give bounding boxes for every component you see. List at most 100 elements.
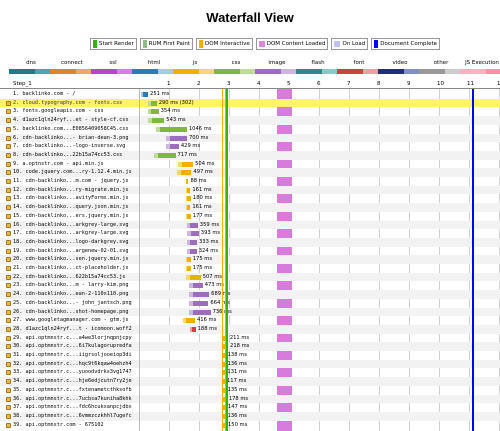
request-label[interactable]: 29. api.optmnstr.c...a4we3lorjnqpnjcpy	[13, 334, 132, 341]
lock-icon	[6, 205, 11, 211]
request-row[interactable]: 36. api.optmnstr.c...7ucbsa7kuniha8khk 17…	[0, 394, 500, 404]
request-label[interactable]: 33. api.optmnstr.c...yuoodvdrks3vg1747	[13, 369, 132, 376]
request-label[interactable]: 38. api.optmnstr.c...6vmmzczkhhl7ugefc	[13, 412, 132, 419]
dom-interactive-line	[221, 89, 223, 431]
request-row[interactable]: 23. cdn-backlinko...m - larry-kim.png 473…	[0, 281, 500, 290]
request-row[interactable]: 21. cdn-backlinko...ct-placeholder.js 175…	[0, 264, 500, 273]
request-row[interactable]: 35. api.optmnstr.c...fxtenametcthksofb 13…	[0, 386, 500, 395]
request-row[interactable]: 14. cdn-backlinko...query.json.min.js 161…	[0, 203, 500, 212]
request-row[interactable]: 15. cdn-backlinko...ers.jquery.min.js 177…	[0, 212, 500, 221]
request-row[interactable]: 32. api.optmnstr.c...hqc9t6kqaw4oehzh4 13…	[0, 359, 500, 369]
request-label[interactable]: 24. cdn-backlinko...ean-2-110x110.png	[13, 291, 129, 298]
request-label[interactable]: 25. cdn-backlinko...- john_jantsch.png	[13, 299, 132, 306]
request-label[interactable]: 12. cdn-backlinko...ry-migrate.min.js	[13, 186, 129, 193]
request-label[interactable]: 34. api.optmnstr.c...hje6edjcutn7ry2je	[13, 378, 132, 385]
request-bar	[140, 92, 149, 97]
request-label[interactable]: 15. cdn-backlinko...ers.jquery.min.js	[13, 212, 129, 219]
request-row[interactable]: 30. api.optmnstr.c...6i7kulagorupredfa 21…	[0, 342, 500, 351]
request-row[interactable]: 6. cdn-backlinko...- brian-dean-3.png 700…	[0, 133, 500, 143]
request-row[interactable]: 19. cdn-backlinko...argenew-02-01.svg 324…	[0, 247, 500, 256]
start-render-line	[226, 89, 228, 431]
request-row[interactable]: 5. backlinko.com...E0856409058C45.css 104…	[0, 125, 500, 134]
request-bar	[185, 213, 191, 219]
request-row[interactable]: 17. cdn-backlinko...arkgrey-large.svg 393…	[0, 229, 500, 238]
request-label[interactable]: 19. cdn-backlinko...argenew-02-01.svg	[13, 247, 129, 254]
time-tick: 1	[167, 81, 171, 87]
request-row[interactable]: 12. cdn-backlinko...ry-migrate.min.js 161…	[0, 185, 500, 195]
request-row[interactable]: 31. api.optmnstr.c...iigrsoljooeiop3di 13…	[0, 351, 500, 360]
request-label[interactable]: 14. cdn-backlinko...query.json.min.js	[13, 204, 129, 211]
request-label[interactable]: 39. api.optmnstr.com - 675102	[13, 421, 104, 428]
request-label[interactable]: 32. api.optmnstr.c...hqc9t6kqaw4oehzh4	[13, 360, 132, 367]
waterfall-chart: Step_1 123456789101112 1. backlinko.com …	[0, 80, 500, 431]
request-label[interactable]: 2. cloud.typography.com - fonts.css	[13, 99, 123, 106]
request-row[interactable]: 11. cdn-backlinko...m.com - jquery.js 88 …	[0, 177, 500, 186]
request-label[interactable]: 13. cdn-backlinko...avityForms.min.js	[13, 195, 129, 202]
request-label[interactable]: 23. cdn-backlinko...m - larry-kim.png	[13, 282, 129, 289]
request-row[interactable]: 20. cdn-backlinko...sen.jquery.min.js 175…	[0, 255, 500, 264]
request-bar	[185, 266, 191, 271]
request-row[interactable]: 29. api.optmnstr.c...a4we3lorjnqpnjcpy 21…	[0, 334, 500, 343]
request-bar	[185, 179, 189, 184]
request-label[interactable]: 5. backlinko.com...E0856409058C45.css	[13, 125, 129, 132]
waterfall-header: Step_1 123456789101112	[0, 80, 500, 89]
request-row[interactable]: 16. cdn-backlinko...arkgrey-large.svg 359…	[0, 220, 500, 230]
request-row[interactable]: 33. api.optmnstr.c...yuoodvdrks3vg1747 13…	[0, 368, 500, 377]
request-label[interactable]: 36. api.optmnstr.c...7ucbsa7kuniha8khk	[13, 395, 132, 402]
request-label[interactable]: 11. cdn-backlinko...m.com - jquery.js	[13, 178, 129, 184]
request-row[interactable]: 7. cdn-backlinko...-logo-inverse.svg 429 …	[0, 142, 500, 151]
request-row[interactable]: 37. api.optmnstr.c...fdc6hcukxanpcjdbx 14…	[0, 403, 500, 412]
request-row[interactable]: 38. api.optmnstr.c...6vmmzczkhhl7ugefc 13…	[0, 411, 500, 421]
request-bar	[187, 248, 197, 254]
request-label[interactable]: 22. cdn-backlinko...622b15a74cc53.js	[13, 273, 126, 280]
request-row[interactable]: 22. cdn-backlinko...622b15a74cc53.js 507 …	[0, 272, 500, 282]
request-row[interactable]: 28. d1azc1qln24ryf...t - icomoon.woff2 18…	[0, 324, 500, 334]
request-label[interactable]: 10. code.jquery.com...ry-1.12.4.min.js	[13, 169, 132, 176]
request-row[interactable]: 1. backlinko.com - / 251 ms	[0, 90, 500, 99]
request-row[interactable]: 34. api.optmnstr.c...hje6edjcutn7ry2je 11…	[0, 377, 500, 386]
request-label[interactable]: 3. fonts.googleapis.com - css	[13, 108, 104, 115]
time-tick: 5	[287, 81, 291, 87]
time-tick: 4	[257, 81, 261, 87]
request-label[interactable]: 28. d1azc1qln24ryf...t - icomoon.woff2	[13, 325, 132, 332]
request-row[interactable]: 13. cdn-backlinko...avityForms.min.js 180…	[0, 194, 500, 203]
request-label[interactable]: 35. api.optmnstr.c...fxtenametcthksofb	[13, 386, 132, 393]
request-row[interactable]: 39. api.optmnstr.com - 675102 150 ms	[0, 421, 500, 430]
request-row[interactable]: 24. cdn-backlinko...ean-2-110x110.png 689…	[0, 290, 500, 299]
type-swatch	[460, 69, 500, 74]
request-label[interactable]: 30. api.optmnstr.c...6i7kulagorupredfa	[13, 343, 132, 350]
request-bar	[187, 231, 199, 237]
request-row[interactable]: 2. cloud.typography.com - fonts.css 290 m…	[0, 98, 500, 108]
request-label[interactable]: 4. d1azc1qln24ryf...et - style-cf.css	[13, 117, 129, 124]
request-row[interactable]: 10. code.jquery.com...ry-1.12.4.min.js 49…	[0, 168, 500, 177]
legend-item: On Load	[331, 38, 369, 50]
type-label: image	[268, 60, 286, 66]
request-label[interactable]: 17. cdn-backlinko...arkgrey-large.svg	[13, 230, 129, 237]
request-label[interactable]: 16. cdn-backlinko...arkgrey-large.svg	[13, 221, 129, 228]
request-row[interactable]: 9. a.optnstr.com - api.min.js 504 ms	[0, 160, 500, 169]
request-label[interactable]: 18. cdn-backlinko...logo-darkgrey.svg	[13, 238, 129, 245]
request-row[interactable]: 18. cdn-backlinko...logo-darkgrey.svg 333…	[0, 237, 500, 247]
request-label[interactable]: 27. www.googletagmanager.com - gtm.js	[13, 317, 129, 324]
request-duration: 218 ms	[230, 343, 250, 350]
request-label[interactable]: 37. api.optmnstr.c...fdc6hcukxanpcjdbx	[13, 404, 132, 411]
request-duration: 180 ms	[192, 195, 213, 202]
request-label[interactable]: 9. a.optnstr.com - api.min.js	[13, 160, 104, 167]
request-duration: 88 ms	[190, 178, 207, 184]
request-label[interactable]: 7. cdn-backlinko...-logo-inverse.svg	[13, 143, 126, 150]
lock-icon	[6, 396, 11, 402]
request-row[interactable]: 27. www.googletagmanager.com - gtm.js 416…	[0, 316, 500, 325]
request-duration: 717 ms	[177, 151, 197, 158]
request-label[interactable]: 21. cdn-backlinko...ct-placeholder.js	[13, 265, 129, 271]
request-row[interactable]: 4. d1azc1qln24ryf...et - style-cf.css 543…	[0, 116, 500, 125]
request-label[interactable]: 31. api.optmnstr.c...iigrsoljooeiop3di	[13, 352, 132, 358]
request-label[interactable]: 8. cdn-backlinko...22b15a74cc53.css	[13, 151, 123, 158]
request-row[interactable]: 3. fonts.googleapis.com - css 354 ms	[0, 107, 500, 116]
request-row[interactable]: 25. cdn-backlinko...- john_jantsch.png 66…	[0, 299, 500, 308]
request-label[interactable]: 1. backlinko.com - /	[13, 91, 76, 97]
request-row[interactable]: 26. cdn-backlinko...shot-homepage.png 736…	[0, 307, 500, 317]
request-row[interactable]: 8. cdn-backlinko...22b15a74cc53.css 717 m…	[0, 150, 500, 160]
request-label[interactable]: 20. cdn-backlinko...sen.jquery.min.js	[13, 256, 129, 263]
request-label[interactable]: 6. cdn-backlinko...- brian-dean-3.png	[13, 134, 129, 141]
request-label[interactable]: 26. cdn-backlinko...shot-homepage.png	[13, 308, 129, 315]
